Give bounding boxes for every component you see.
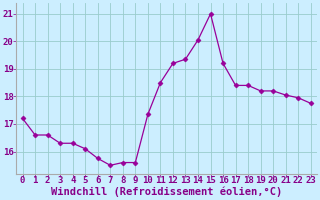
X-axis label: Windchill (Refroidissement éolien,°C): Windchill (Refroidissement éolien,°C): [51, 187, 282, 197]
